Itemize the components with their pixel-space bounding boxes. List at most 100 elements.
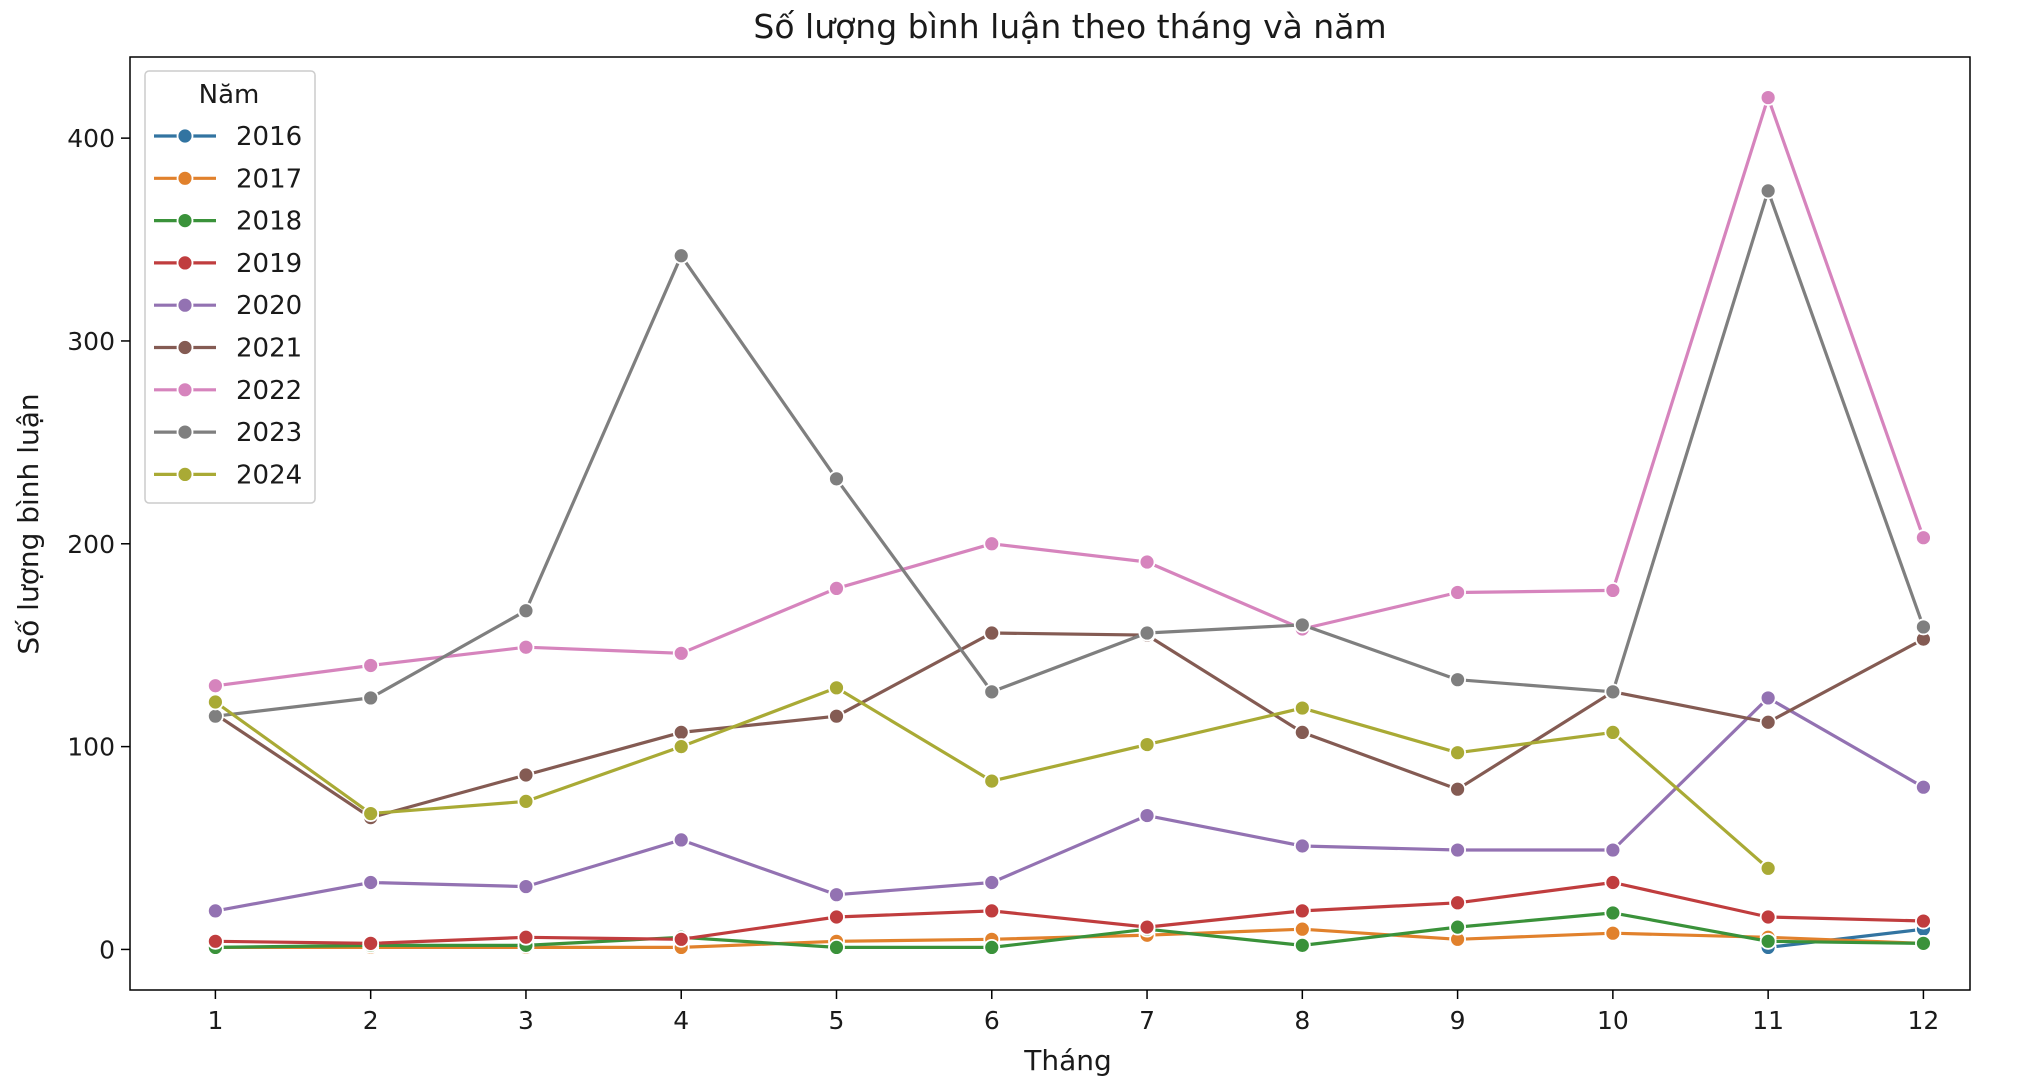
data-point-2024 (672, 738, 690, 756)
series-line-2019 (215, 880, 1924, 945)
x-tick-label: 10 (1597, 1006, 1629, 1035)
y-tick-label: 300 (67, 327, 115, 356)
y-axis-label: Số lượng bình luận (12, 393, 45, 654)
data-point-2018 (828, 939, 845, 956)
data-point-2024 (362, 805, 380, 822)
data-point-2022 (828, 580, 845, 597)
legend-entry-2017: 2017 (154, 164, 302, 194)
x-tick-label: 6 (984, 1006, 1000, 1035)
legend: Năm 2016 2017 2018 2019 2020 2021 2022 2023 2024 (144, 70, 316, 504)
legend-marker (176, 127, 194, 145)
data-point-2023 (362, 689, 380, 707)
data-point-2018 (1604, 904, 1622, 922)
data-point-2019 (207, 932, 224, 950)
data-point-2020 (983, 874, 1001, 891)
data-point-2017 (1293, 920, 1311, 938)
data-point-2024 (983, 772, 1001, 790)
data-point-2020 (1449, 841, 1466, 859)
data-point-2020 (828, 886, 845, 904)
x-tick-label: 12 (1908, 1006, 1940, 1035)
data-point-2024 (1138, 736, 1156, 753)
data-point-2024 (1293, 699, 1311, 717)
data-point-2021 (517, 766, 535, 784)
data-point-2018 (1759, 932, 1777, 950)
data-point-2020 (1293, 837, 1311, 855)
data-point-2021 (1759, 713, 1777, 731)
data-point-2021 (672, 724, 690, 741)
legend-entry-2022: 2022 (154, 376, 302, 406)
legend-label: 2018 (236, 207, 302, 237)
data-point-2023 (1293, 616, 1311, 634)
data-point-2022 (1759, 89, 1777, 106)
data-point-2024 (828, 679, 845, 697)
data-point-2020 (1759, 689, 1777, 707)
x-tick-label: 9 (1450, 1006, 1466, 1035)
data-point-2022 (362, 657, 380, 674)
x-tick-label: 7 (1139, 1006, 1155, 1035)
data-point-2023 (1604, 683, 1622, 701)
data-point-2023 (1759, 182, 1777, 200)
series-2022 (207, 89, 1932, 695)
data-point-2020 (672, 831, 690, 849)
x-axis-label: Tháng (1023, 1044, 1112, 1077)
legend-marker (176, 296, 194, 314)
legend-entry-2023: 2023 (154, 418, 302, 448)
legend-entry-2020: 2020 (154, 291, 302, 321)
series-2019 (207, 874, 1932, 952)
data-point-2022 (672, 644, 690, 662)
data-point-2019 (362, 934, 380, 952)
data-point-2020 (362, 874, 380, 891)
y-tick-label: 100 (67, 733, 115, 762)
x-tick-label: 11 (1752, 1006, 1784, 1035)
x-tick-label: 3 (518, 1006, 534, 1035)
legend-marker (176, 465, 194, 483)
series-line-2023 (215, 189, 1925, 718)
series-layer (207, 89, 1932, 956)
legend-entries: 2016 2017 2018 2019 2020 2021 2022 2023 2024 (154, 122, 302, 490)
legend-marker (176, 423, 194, 441)
data-point-2024 (517, 792, 535, 810)
data-point-2022 (983, 535, 1001, 553)
data-point-2019 (1138, 918, 1156, 936)
chart-title: Số lượng bình luận theo tháng và năm (753, 7, 1386, 46)
series-line-2016 (1767, 927, 1924, 949)
data-point-2020 (207, 902, 224, 920)
data-point-2020 (517, 878, 535, 895)
data-point-2022 (207, 677, 224, 695)
x-tick-label: 8 (1294, 1006, 1310, 1035)
data-point-2021 (1449, 780, 1466, 798)
legend-marker (176, 169, 194, 187)
series-2020 (207, 689, 1932, 920)
data-point-2022 (1138, 553, 1156, 571)
data-point-2019 (1915, 912, 1932, 930)
data-point-2019 (1449, 894, 1466, 912)
data-point-2023 (207, 707, 224, 725)
data-point-2019 (1759, 908, 1777, 926)
data-point-2017 (1604, 924, 1622, 942)
legend-entry-2016: 2016 (154, 122, 302, 152)
data-point-2024 (1449, 744, 1466, 762)
data-point-2020 (1138, 807, 1156, 824)
y-tick-label: 200 (67, 530, 115, 559)
series-line-2021 (214, 631, 1925, 820)
plot-frame (129, 56, 1971, 991)
data-point-2020 (1915, 778, 1932, 796)
data-point-2022 (1449, 584, 1466, 601)
data-point-2018 (1293, 936, 1311, 954)
data-point-2023 (1915, 618, 1932, 636)
data-point-2023 (517, 602, 535, 620)
legend-label: 2020 (236, 291, 302, 321)
legend-label: 2024 (236, 460, 302, 490)
data-point-2019 (1293, 902, 1311, 920)
series-line-2020 (215, 696, 1925, 913)
legend-entry-2024: 2024 (154, 460, 302, 490)
legend-label: 2016 (236, 122, 302, 152)
data-point-2023 (1449, 671, 1466, 689)
data-point-2018 (1915, 934, 1932, 952)
legend-label: 2019 (236, 249, 302, 279)
data-point-2023 (828, 470, 845, 488)
legend-title: Năm (199, 80, 260, 110)
y-tick-label: 0 (99, 935, 115, 964)
data-point-2024 (207, 693, 224, 711)
